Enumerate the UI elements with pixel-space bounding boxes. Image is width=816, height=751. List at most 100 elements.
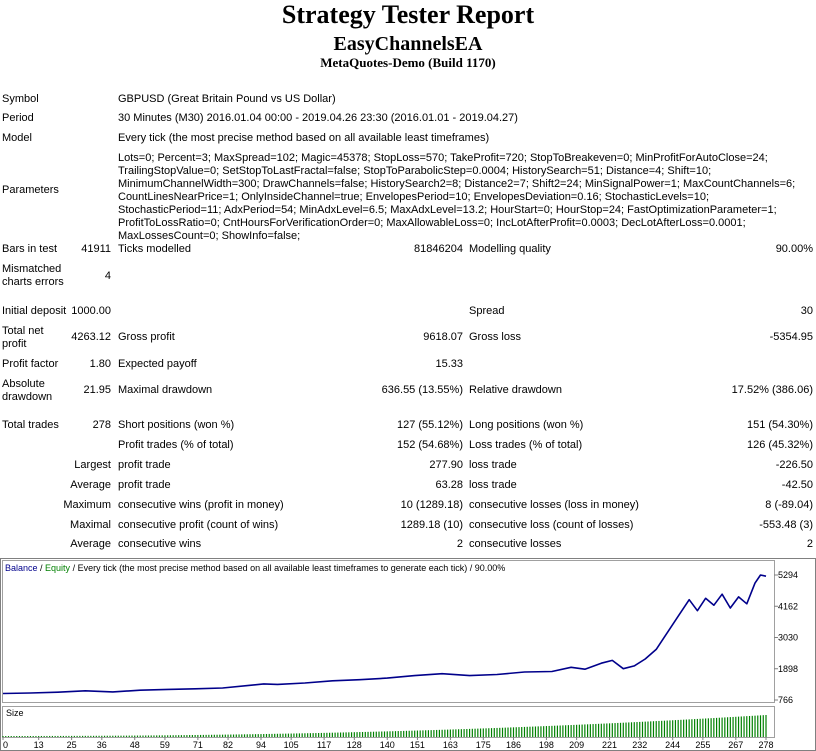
x-tick-label: 221 bbox=[602, 740, 617, 750]
maximal-drawdown-label: Maximal drawdown bbox=[118, 384, 213, 396]
parameters-value: Lots=0; Percent=3; MaxSpread=102; Magic=… bbox=[118, 152, 799, 242]
average-loss-value: -42.50 bbox=[781, 479, 813, 491]
profit-factor-value: 1.80 bbox=[89, 358, 111, 370]
long-positions-label: Long positions (won %) bbox=[469, 419, 584, 431]
average2-label: Average bbox=[70, 538, 111, 550]
y-tick-label: 5294 bbox=[778, 570, 798, 580]
maximum-label: Maximum bbox=[63, 499, 111, 511]
profit-trades-label: Profit trades (% of total) bbox=[118, 439, 234, 451]
average-profit-label: profit trade bbox=[118, 479, 171, 491]
initial-deposit-label: Initial deposit bbox=[2, 305, 67, 317]
maximal-consecutive-loss-value: -553.48 (3) bbox=[759, 519, 813, 531]
avg-consecutive-wins-value: 2 bbox=[456, 538, 463, 550]
x-tick-label: 82 bbox=[223, 740, 233, 750]
maximal-label: Maximal bbox=[70, 519, 111, 531]
absolute-drawdown-label: Absolute drawdown bbox=[2, 378, 53, 403]
maximal-consecutive-profit-label: consecutive profit (count of wins) bbox=[118, 519, 279, 531]
max-consecutive-losses-label: consecutive losses (loss in money) bbox=[469, 499, 639, 511]
avg-consecutive-losses-label: consecutive losses bbox=[469, 538, 562, 550]
gross-loss-label: Gross loss bbox=[469, 331, 521, 343]
max-consecutive-wins-value: 10 (1289.18) bbox=[400, 499, 463, 511]
period-value: 30 Minutes (M30) 2016.01.04 00:00 - 2019… bbox=[118, 112, 518, 124]
y-tick-label: 1898 bbox=[778, 664, 798, 674]
avg-consecutive-losses-value: 2 bbox=[806, 538, 813, 550]
x-tick-label: 94 bbox=[256, 740, 266, 750]
initial-deposit-value: 1000.00 bbox=[71, 305, 111, 317]
max-consecutive-losses-value: 8 (-89.04) bbox=[765, 499, 813, 511]
model-label: Model bbox=[2, 132, 32, 144]
x-tick-label: 36 bbox=[97, 740, 107, 750]
x-tick-label: 151 bbox=[410, 740, 425, 750]
relative-drawdown-value: 17.52% (386.06) bbox=[731, 384, 813, 396]
largest-loss-label: loss trade bbox=[469, 459, 517, 471]
y-axis: 5294 4162 3030 1898 766 bbox=[774, 570, 798, 705]
bars-label: Bars in test bbox=[2, 243, 58, 255]
average-profit-value: 63.28 bbox=[435, 479, 463, 491]
long-positions-value: 151 (54.30%) bbox=[746, 419, 813, 431]
gross-profit-label: Gross profit bbox=[118, 331, 175, 343]
y-tick-label: 766 bbox=[778, 695, 793, 705]
report-title: Strategy Tester Report bbox=[281, 0, 535, 29]
symbol-value: GBPUSD (Great Britain Pound vs US Dollar… bbox=[118, 93, 336, 105]
maximal-consecutive-profit-value: 1289.18 (10) bbox=[400, 519, 463, 531]
profit-trades-value: 152 (54.68%) bbox=[396, 439, 463, 451]
net-profit-label: Total net profit bbox=[2, 325, 44, 350]
x-tick-label: 48 bbox=[130, 740, 140, 750]
max-consecutive-wins-label: consecutive wins (profit in money) bbox=[118, 499, 284, 511]
expert-name: EasyChannelsEA bbox=[333, 33, 483, 55]
size-series bbox=[2, 715, 767, 737]
x-tick-label: 13 bbox=[34, 740, 44, 750]
spread-label: Spread bbox=[469, 305, 505, 317]
maximal-consecutive-loss-label: consecutive loss (count of losses) bbox=[469, 519, 634, 531]
legend-equity: Equity bbox=[45, 563, 71, 573]
loss-trades-value: 126 (45.32%) bbox=[746, 439, 813, 451]
largest-label: Largest bbox=[74, 459, 111, 471]
balance-line bbox=[2, 574, 767, 695]
profit-factor-label: Profit factor bbox=[2, 358, 59, 370]
x-tick-label: 105 bbox=[284, 740, 299, 750]
server-build: MetaQuotes-Demo (Build 1170) bbox=[320, 55, 496, 70]
average-label: Average bbox=[70, 479, 111, 491]
expected-payoff-label: Expected payoff bbox=[118, 358, 197, 370]
legend-description: / Every tick (the most precise method ba… bbox=[70, 563, 505, 573]
model-value: Every tick (the most precise method base… bbox=[118, 132, 490, 144]
chart-legend: Balance / Equity / Every tick (the most … bbox=[5, 563, 505, 573]
x-tick-label: 267 bbox=[728, 740, 743, 750]
average-loss-label: loss trade bbox=[469, 479, 517, 491]
x-tick-label: 0 bbox=[3, 740, 8, 750]
x-tick-label: 255 bbox=[695, 740, 710, 750]
main-plot-area bbox=[2, 560, 775, 703]
largest-profit-value: 277.90 bbox=[429, 459, 463, 471]
absolute-drawdown-value: 21.95 bbox=[83, 384, 111, 396]
spread-value: 30 bbox=[800, 305, 813, 317]
period-label: Period bbox=[2, 112, 34, 124]
x-tick-label: 198 bbox=[539, 740, 554, 750]
x-tick-label: 186 bbox=[506, 740, 521, 750]
balance-chart: Balance / Equity / Every tick (the most … bbox=[0, 558, 816, 751]
short-positions-label: Short positions (won %) bbox=[118, 419, 235, 431]
x-tick-label: 209 bbox=[569, 740, 584, 750]
maximal-drawdown-value: 636.55 (13.55%) bbox=[381, 384, 463, 396]
x-tick-label: 140 bbox=[380, 740, 395, 750]
net-profit-value: 4263.12 bbox=[71, 331, 111, 343]
mismatch-label: Mismatched charts errors bbox=[2, 263, 64, 288]
gross-profit-value: 9618.07 bbox=[423, 331, 463, 343]
legend-balance: Balance bbox=[5, 563, 38, 573]
x-tick-label: 278 bbox=[758, 740, 773, 750]
expected-payoff-value: 15.33 bbox=[435, 358, 463, 370]
bars-value: 41911 bbox=[81, 243, 111, 255]
legend-sep: / bbox=[38, 563, 46, 573]
x-tick-label: 117 bbox=[317, 740, 331, 750]
y-tick-label: 3030 bbox=[778, 633, 798, 643]
x-tick-label: 244 bbox=[665, 740, 680, 750]
x-tick-label: 59 bbox=[160, 740, 170, 750]
modelling-quality-label: Modelling quality bbox=[469, 243, 551, 255]
x-tick-label: 71 bbox=[193, 740, 203, 750]
symbol-label: Symbol bbox=[2, 93, 39, 105]
x-tick-label: 175 bbox=[476, 740, 491, 750]
relative-drawdown-label: Relative drawdown bbox=[469, 384, 562, 396]
largest-profit-label: profit trade bbox=[118, 459, 171, 471]
x-tick-label: 232 bbox=[632, 740, 647, 750]
gross-loss-value: -5354.95 bbox=[769, 331, 813, 343]
x-tick-label: 128 bbox=[347, 740, 362, 750]
